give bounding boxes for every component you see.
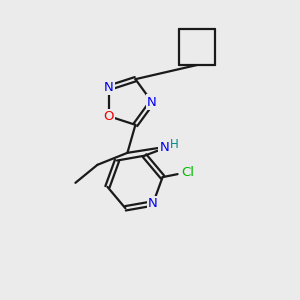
Text: N: N xyxy=(147,95,157,109)
Text: Cl: Cl xyxy=(181,166,194,178)
Text: N: N xyxy=(160,141,169,154)
Text: H: H xyxy=(170,138,179,151)
Text: N: N xyxy=(104,81,113,94)
Text: O: O xyxy=(103,110,114,123)
Text: N: N xyxy=(148,197,158,210)
